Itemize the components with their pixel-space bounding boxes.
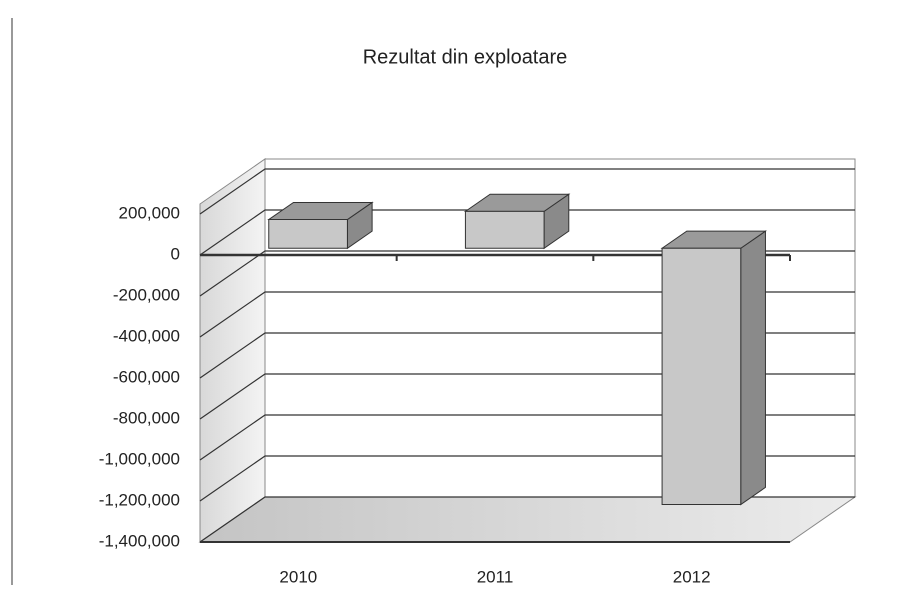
chart-title: Rezultat din exploatare	[363, 46, 568, 68]
bar-front	[464, 210, 545, 249]
bar-front	[268, 219, 348, 249]
grid-line	[199, 332, 855, 379]
grid-line	[199, 455, 855, 502]
bar	[660, 230, 768, 506]
x-tick-label: 2012	[673, 567, 711, 586]
bar-front	[661, 247, 742, 505]
y-tick-label: -600,000	[113, 367, 180, 386]
x-tick-label: 2011	[477, 567, 514, 586]
y-tick-label: 0	[171, 244, 180, 263]
grid-line	[199, 414, 855, 461]
x-tick-label: 2010	[279, 567, 317, 586]
grid-line	[199, 168, 855, 215]
y-tick-label: -400,000	[113, 326, 180, 345]
bar-side	[740, 230, 766, 506]
y-tick-label: -1,000,000	[99, 449, 180, 468]
y-tick-label: -800,000	[113, 408, 180, 427]
grid-line	[199, 496, 855, 543]
bar	[463, 193, 571, 250]
y-tick-label: -200,000	[113, 285, 180, 304]
floor	[198, 496, 857, 543]
y-tick-label: -1,200,000	[99, 490, 180, 509]
y-tick-label: -1,400,000	[99, 531, 180, 550]
grid-line	[199, 250, 855, 297]
grid-line	[199, 373, 855, 420]
grid-line	[199, 209, 855, 256]
y-tick-label: 200,000	[119, 203, 180, 222]
grid-line	[199, 291, 855, 338]
bar	[267, 201, 374, 250]
